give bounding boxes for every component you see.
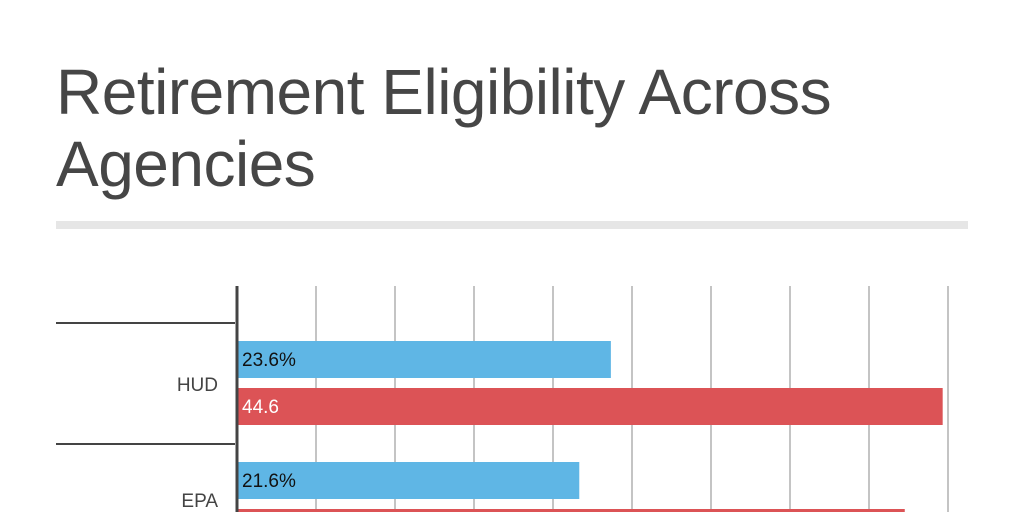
- chart-title: Retirement Eligibility Across Agencies: [56, 56, 832, 200]
- data-label: 21.6%: [242, 471, 296, 492]
- category-label: HUD: [177, 375, 218, 396]
- bar: [238, 462, 580, 499]
- bar: [238, 509, 905, 512]
- bar: [238, 341, 611, 378]
- bar: [238, 388, 943, 425]
- title-divider: [56, 221, 968, 229]
- category-label: EPA: [181, 491, 218, 512]
- data-label: 23.6%: [242, 350, 296, 371]
- data-label: 44.6: [242, 397, 279, 418]
